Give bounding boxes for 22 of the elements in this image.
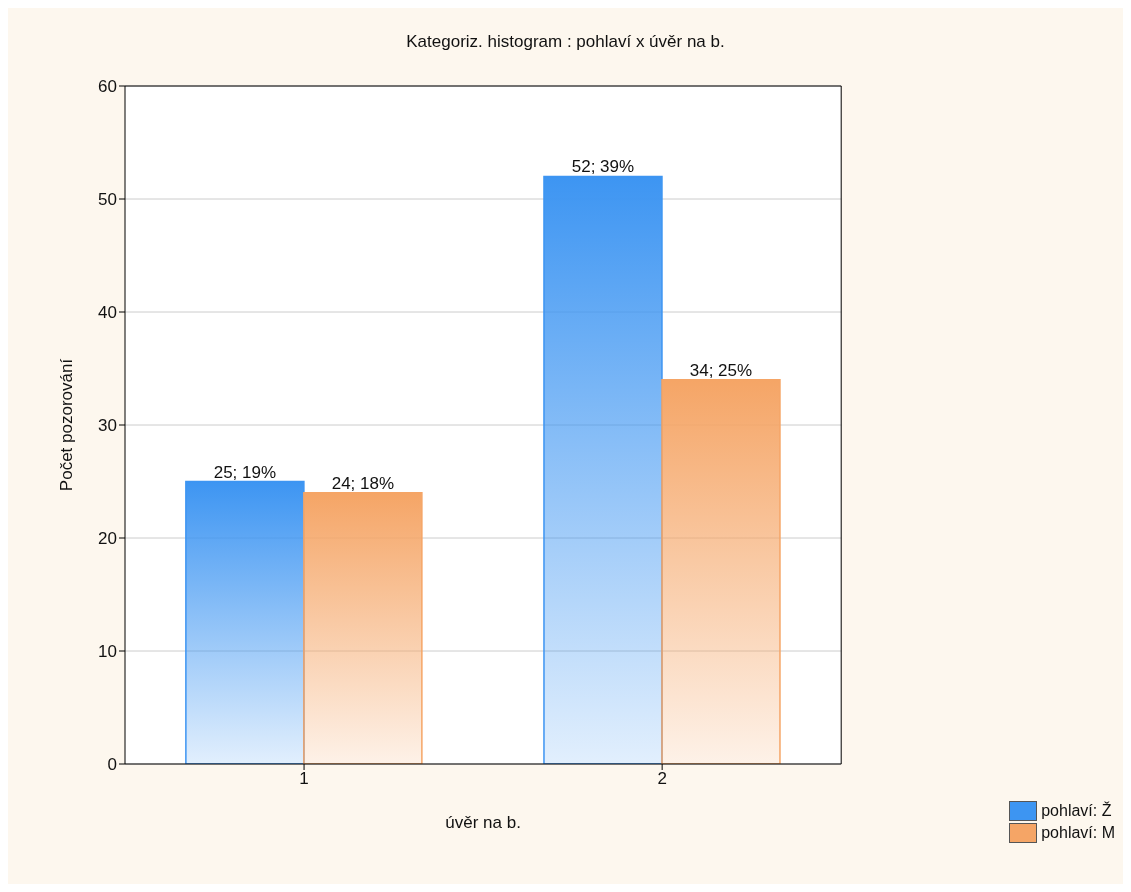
y-tick-label: 30 [98, 416, 117, 436]
legend-label: pohlaví: M [1041, 823, 1115, 843]
chart-title: Kategoriz. histogram : pohlaví x úvěr na b. [405, 32, 726, 52]
bar [185, 480, 305, 764]
bar [303, 492, 423, 764]
y-tick-label: 20 [98, 529, 117, 549]
y-tick-label: 50 [98, 190, 117, 210]
bar [543, 175, 663, 764]
bar [661, 379, 781, 764]
y-tick-label: 60 [98, 77, 117, 97]
data-label: 34; 25% [689, 360, 753, 380]
y-tick-label: 0 [107, 755, 117, 775]
y-tick-label: 10 [98, 642, 117, 662]
legend-label: pohlaví: Ž [1041, 800, 1112, 821]
x-tick-label: 2 [657, 769, 667, 789]
data-label: 25; 19% [213, 462, 277, 482]
data-label: 52; 39% [571, 157, 635, 177]
data-label: 24; 18% [331, 473, 395, 493]
y-tick-label: 40 [98, 303, 117, 323]
y-axis-title: Počet pozorování [57, 358, 77, 492]
x-axis-title: úvěr na b. [445, 813, 521, 832]
x-tick-label: 1 [299, 769, 309, 789]
